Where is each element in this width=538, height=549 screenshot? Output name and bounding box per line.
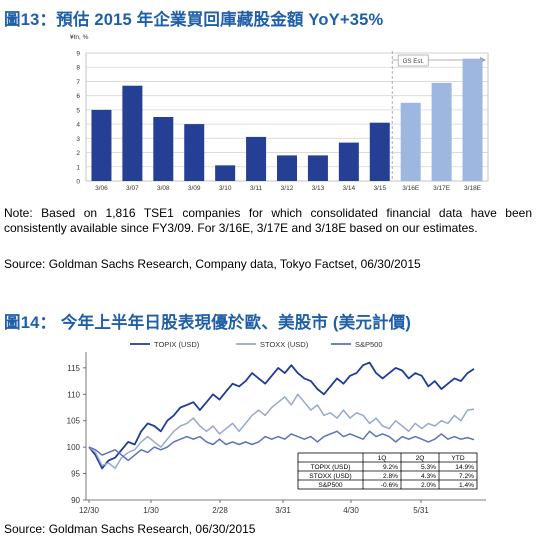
table-value: 1.4%	[459, 482, 474, 489]
table-value: STOXX (USD)	[309, 473, 351, 480]
bar	[338, 142, 359, 181]
estimate-tag-label: GS Est.	[403, 58, 425, 65]
x-tick-label: 12/30	[79, 506, 100, 515]
bar-chart: 0 1 2 3 4 5 6 7 8 9 ¥tn, % GS Est. 3/06 3/07 3/08 3/09 3…	[70, 34, 489, 192]
y-tick-label: 1	[76, 164, 80, 171]
series-line-2	[88, 430, 475, 462]
x-tick-label: 4/30	[343, 506, 359, 515]
legend-label: S&P500	[355, 340, 383, 349]
legend-label: TOPIX (USD)	[154, 340, 200, 349]
table-value: 5.3%	[421, 464, 436, 471]
x-tick-label: 3/07	[126, 185, 139, 192]
figure13-source: Source: Goldman Sachs Research, Company …	[4, 257, 421, 271]
table-value: 2.8%	[383, 473, 398, 480]
x-tick-label: 3/16E	[402, 185, 420, 192]
table-cell	[438, 479, 478, 490]
y-tick-label: 100	[67, 443, 81, 452]
y-tick-label: 4	[76, 122, 80, 129]
bar	[246, 136, 267, 181]
y-tick-label: 9	[76, 51, 80, 58]
x-tick-label: 1/30	[143, 506, 159, 515]
y-tick-label: 115	[67, 364, 80, 373]
y-tick-label: 0	[76, 179, 80, 186]
y-tick-label: 105	[67, 417, 81, 426]
x-tick-label: 3/12	[281, 185, 294, 192]
legend-label: STOXX (USD)	[260, 340, 309, 349]
series-line-1	[88, 393, 475, 470]
y-tick-label: 2	[76, 150, 80, 157]
bar-estimate	[400, 102, 421, 181]
table-value: 4.3%	[421, 473, 436, 480]
bar	[369, 122, 390, 181]
series-line-0	[88, 361, 475, 470]
table-value: 9.2%	[383, 464, 398, 471]
bar	[277, 155, 297, 181]
x-tick-label: 3/09	[188, 185, 201, 192]
figure13-note: Note: Based on 1,816 TSE1 companies for …	[4, 206, 532, 235]
table-header-cell: 1Q	[378, 455, 387, 462]
x-tick-label: 3/17E	[433, 185, 451, 192]
figure14-title: 圖14： 今年上半年日股表現優於歐、美股市 (美元計價)	[4, 314, 412, 332]
figure13-title: 圖13：預估 2015 年企業買回庫藏股金額 YoY+35%	[4, 11, 384, 29]
y-tick-label: 90	[71, 496, 80, 505]
x-tick-label: 3/15	[373, 185, 386, 192]
x-tick-label: 3/13	[312, 185, 325, 192]
table-value: 2.0%	[421, 482, 436, 489]
x-tick-label: 3/14	[343, 185, 356, 192]
y-axis-unit-label: ¥tn, %	[70, 34, 89, 41]
bar-estimate	[462, 58, 483, 181]
table-value: -0.6%	[381, 482, 398, 489]
x-tick-label: 2/28	[212, 506, 228, 515]
bar	[307, 155, 328, 181]
y-tick-label: 8	[76, 65, 80, 72]
bar	[91, 109, 112, 181]
y-tick-label: 3	[76, 136, 80, 143]
table-value: TOPIX (USD)	[311, 464, 351, 471]
y-tick-label: 6	[76, 93, 80, 100]
y-tick-label: 5	[76, 107, 80, 114]
figure14-source: Source: Goldman Sachs Research, 06/30/20…	[4, 522, 256, 536]
y-tick-label: 95	[71, 470, 80, 479]
bar	[122, 85, 143, 181]
y-tick-label: 7	[76, 79, 80, 86]
table-header-cell: 2Q	[416, 455, 425, 462]
table-value: S&P500	[318, 482, 343, 489]
bar	[215, 165, 236, 181]
x-tick-label: 3/31	[275, 506, 291, 515]
estimate-tag-box	[397, 54, 429, 67]
bar-estimate	[431, 82, 452, 181]
x-tick-label: 3/08	[157, 185, 170, 192]
bar	[153, 117, 174, 181]
y-tick-label: 110	[67, 390, 80, 399]
x-tick-label: 3/18E	[464, 185, 482, 192]
x-tick-label: 3/11	[250, 185, 263, 192]
table-value: 7.2%	[459, 473, 474, 480]
x-tick-label: 5/31	[413, 506, 429, 515]
table-header-cell: YTD	[451, 455, 464, 462]
bar	[184, 124, 205, 181]
table-value: 14.9%	[455, 464, 474, 471]
x-tick-label: 3/06	[95, 185, 108, 192]
x-tick-label: 3/10	[219, 185, 232, 192]
